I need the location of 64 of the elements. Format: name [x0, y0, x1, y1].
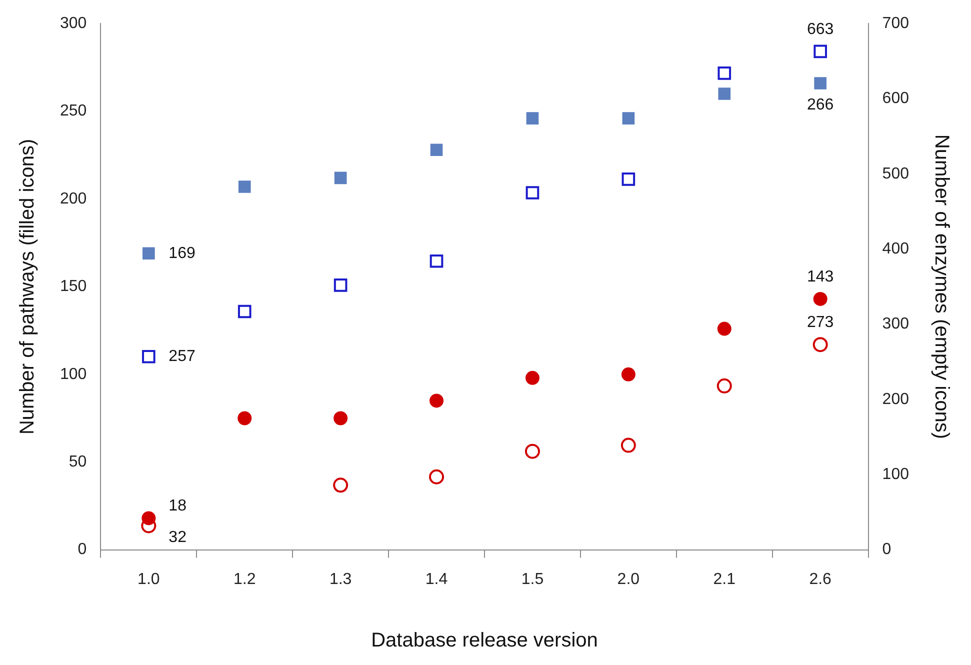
y2-tick-label: 100: [882, 466, 910, 484]
x-tick-label: 1.5: [521, 570, 544, 588]
y-axis-title: Number of pathways (filled icons): [16, 138, 39, 435]
y-tick-label: 250: [60, 102, 87, 120]
data-label: 257: [168, 348, 196, 366]
y-tick-label: 300: [60, 15, 87, 32]
point: [142, 247, 155, 260]
point: [622, 172, 636, 186]
x-tick-label: 1.4: [425, 570, 448, 588]
point: [238, 411, 252, 426]
point: [526, 186, 540, 200]
point: [718, 66, 732, 80]
point: [142, 350, 156, 364]
point: [620, 438, 636, 453]
point: [621, 367, 636, 382]
point: [238, 180, 251, 193]
y2-tick-label: 0: [882, 541, 892, 558]
y-tick-label: 50: [68, 454, 87, 471]
point: [718, 88, 731, 100]
point: [334, 278, 348, 292]
y2-tick-label: 500: [882, 165, 910, 182]
data-label: 663: [806, 20, 834, 38]
point: [430, 254, 444, 268]
y2-tick-label: 200: [882, 390, 910, 408]
point: [334, 411, 348, 426]
y2-tick-label: 600: [882, 90, 910, 108]
y2-tick-label: 400: [882, 240, 910, 258]
y-tick-label: 100: [60, 366, 87, 383]
point: [238, 304, 252, 318]
point: [526, 112, 539, 124]
x-tick-label: 1.2: [233, 570, 256, 588]
point: [430, 394, 444, 408]
point: [333, 478, 348, 493]
y-tick-label: 0: [78, 541, 87, 558]
data-label: 169: [168, 244, 196, 262]
point: [812, 337, 828, 352]
x-tick-label: 2.0: [617, 570, 640, 588]
data-label: 273: [806, 314, 834, 331]
point: [334, 172, 347, 184]
data-label: 32: [168, 529, 187, 546]
point: [142, 511, 156, 526]
x-axis-title: Database release version: [371, 630, 598, 652]
x-tick-label: 1.0: [138, 570, 160, 588]
y2-tick-label: 700: [882, 15, 910, 32]
x-tick-label: 2.1: [713, 570, 736, 588]
data-label: 143: [806, 268, 834, 286]
x-tick-label: 1.3: [329, 570, 352, 588]
y2-axis-title: Number of enzymes (empty icons): [930, 134, 952, 439]
x-tick-label: 2.6: [809, 570, 832, 588]
data-label: 266: [806, 96, 834, 114]
point: [814, 44, 827, 58]
point: [813, 292, 828, 306]
point: [524, 444, 540, 459]
y-tick-label: 200: [60, 190, 87, 208]
point: [717, 322, 732, 336]
data-label: 18: [168, 498, 187, 515]
point: [622, 112, 635, 124]
point: [525, 370, 540, 385]
y2-tick-label: 300: [882, 316, 910, 333]
point: [429, 469, 444, 484]
y-tick-label: 150: [60, 278, 87, 296]
point: [716, 378, 732, 394]
point: [430, 144, 443, 156]
point: [814, 77, 826, 90]
